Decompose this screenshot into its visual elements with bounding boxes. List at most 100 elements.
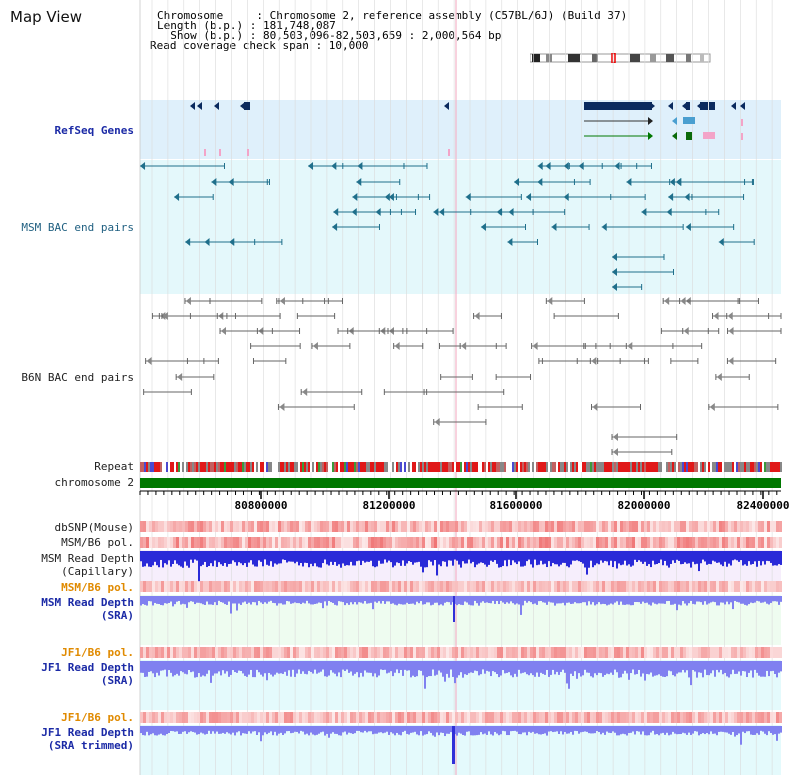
jf1-pol-cell [290, 712, 293, 723]
jf1-trim-depth-bar [510, 726, 512, 732]
msm-pol-cell [461, 537, 464, 548]
chromosome-ideogram[interactable] [530, 53, 712, 63]
repeat-segment [314, 462, 316, 472]
msm-pol-cell [305, 537, 308, 548]
jf1-trim-depth-bar [220, 726, 222, 734]
msm-pol-cell [260, 537, 263, 548]
jf1-pol-cell [740, 647, 743, 658]
msm-pol-cell [692, 537, 695, 548]
jf1-sra-depth-bar [404, 661, 406, 670]
dbsnp-cell [455, 521, 458, 532]
msm-pol-cell [389, 537, 392, 548]
jf1-pol-cell [194, 647, 197, 658]
jf1-sra-depth-bar [344, 661, 346, 671]
jf1-trim-depth-bar [212, 726, 214, 732]
jf1-sra-depth-bar [386, 661, 388, 674]
repeat-segment [290, 462, 292, 472]
jf1-pol-cell [473, 647, 476, 658]
msm-sra-depth-bar [404, 596, 406, 605]
repeat-segment [604, 462, 606, 472]
msm-sra-depth-bar [596, 596, 598, 605]
jf1-trim-depth-bar [222, 726, 224, 733]
msm-sra-depth-bar [488, 596, 490, 604]
msm-pol-cell [740, 581, 743, 592]
repeat-segment [154, 462, 156, 472]
msm-pol-cell [617, 581, 620, 592]
repeat-segment [144, 462, 146, 472]
msm-sra-depth-bar [270, 596, 272, 601]
jf1-trim-depth-bar [376, 726, 378, 734]
repeat-segment [622, 462, 624, 472]
msm-cap-depth-bar [604, 551, 606, 561]
msm-sra-depth-bar [176, 596, 178, 602]
jf1-sra-depth-bar [228, 661, 230, 677]
jf1-sra-depth-bar [752, 661, 754, 678]
jf1-pol-cell [686, 647, 689, 658]
msm-pol-cell [200, 537, 203, 548]
msm-pol-cell [536, 581, 539, 592]
jf1-trim-depth-bar [670, 726, 672, 735]
jf1-pol-cell [647, 712, 650, 723]
msm-sra-depth-bar [660, 596, 662, 604]
jf1-pol-cell [707, 647, 710, 658]
jf1-pol-cell [752, 712, 755, 723]
msm-pol-cell [314, 581, 317, 592]
jf1-trim-depth-bar [146, 726, 148, 732]
msm-cap-depth-bar [252, 551, 254, 565]
msm-pol-cell [323, 581, 326, 592]
dbsnp-cell [521, 521, 524, 532]
msm-sra-depth-bar [582, 596, 584, 603]
jf1-trim-depth-bar [560, 726, 562, 732]
msm-pol-cell [302, 581, 305, 592]
repeat-segment [700, 462, 702, 472]
dbsnp-cell [686, 521, 689, 532]
jf1-pol-cell [488, 647, 491, 658]
dbsnp-cell [149, 521, 152, 532]
msm-pol-cell [731, 581, 734, 592]
msm-sra-depth-bar [442, 596, 444, 606]
jf1-trim-depth-bar [578, 726, 580, 734]
repeat-segment [774, 462, 776, 472]
msm-sra-depth-bar [344, 596, 346, 606]
msm-sra-depth-bar [738, 596, 740, 603]
dbsnp-cell [614, 521, 617, 532]
jf1-sra-depth-bar [198, 661, 200, 674]
msm-pol-cell [728, 581, 731, 592]
repeat-segment [672, 462, 674, 472]
msm-pol-cell [404, 537, 407, 548]
jf1-sra-depth-bar [660, 661, 662, 676]
msm-cap-depth-bar [178, 551, 180, 566]
dbsnp-cell [296, 521, 299, 532]
msm-sra-depth-bar [418, 596, 420, 604]
jf1-sra-depth-bar [638, 661, 640, 670]
jf1-pol-cell [353, 712, 356, 723]
jf1-pol-cell [143, 712, 146, 723]
jf1-pol-cell [419, 647, 422, 658]
jf1-trim-depth-bar [246, 726, 248, 734]
repeat-segment [158, 462, 160, 472]
msm-sra-depth-bar [506, 596, 508, 603]
msm-pol-cell [398, 581, 401, 592]
jf1-trim-depth-bar [394, 726, 396, 736]
msm-sra-depth-bar [342, 596, 344, 603]
repeat-segment [676, 462, 678, 472]
repeat-segment [176, 462, 178, 472]
jf1-pol-cell [455, 647, 458, 658]
msm-pol-cell [260, 581, 263, 592]
msm-sra-depth-bar [562, 596, 564, 603]
msm-pol-cell [269, 581, 272, 592]
msm-pol-cell [287, 581, 290, 592]
msm-cap-depth-bar [340, 551, 342, 568]
msm-cap-depth-bar [276, 551, 278, 565]
msm-sra-depth-bar [774, 596, 776, 602]
msm-cap-depth-bar [504, 551, 506, 561]
msm-cap-depth-bar [324, 551, 326, 560]
msm-pol-cell [557, 581, 560, 592]
msm-cap-depth-bar [434, 551, 436, 561]
msm-pol-cell [767, 581, 770, 592]
jf1-trim-depth-bar [766, 726, 768, 736]
jf1-sra-depth-bar [426, 661, 428, 678]
msm-sra-depth-bar [308, 596, 310, 604]
repeat-segment [182, 462, 184, 472]
